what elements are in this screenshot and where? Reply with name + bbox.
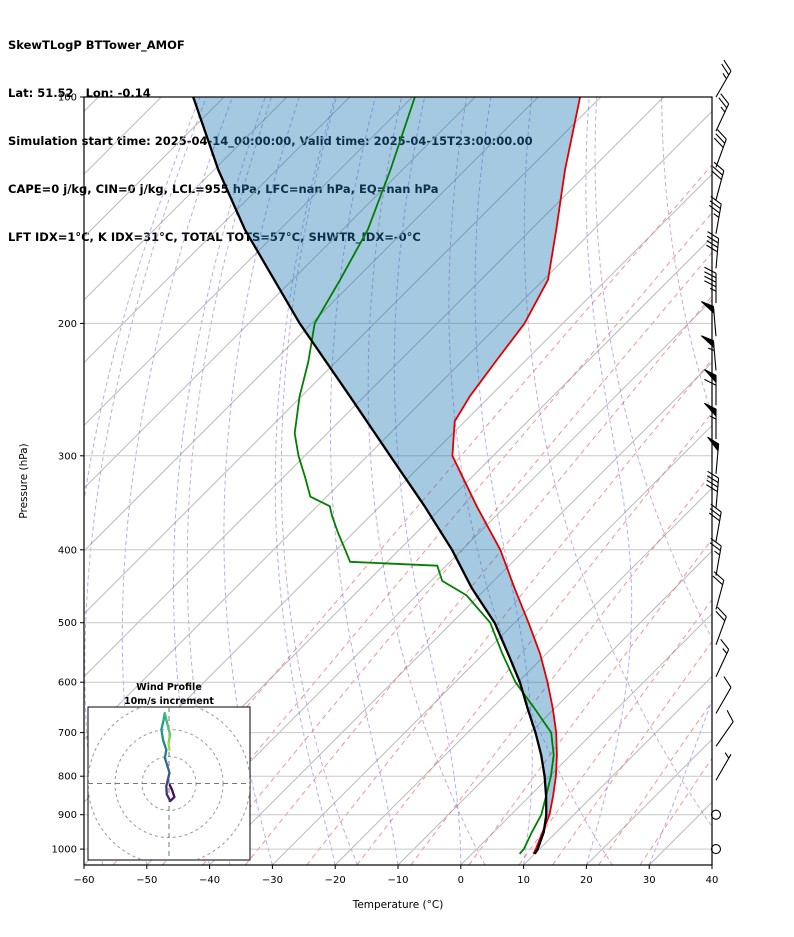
svg-text:200: 200 — [58, 319, 77, 330]
svg-text:40: 40 — [706, 875, 719, 886]
hodograph-title: Wind Profile — [136, 682, 202, 693]
temperature-axis-ticks: −60 −50 −40 −30 −20 −10 0 10 20 30 40 — [73, 865, 718, 886]
parcel-curve — [192, 97, 548, 855]
wind-barbs — [700, 59, 734, 855]
svg-text:900: 900 — [58, 810, 77, 821]
svg-text:30: 30 — [643, 875, 656, 886]
svg-text:−50: −50 — [136, 875, 157, 886]
svg-text:10: 10 — [517, 875, 530, 886]
cape-line: CAPE=0 j/kg, CIN=0 j/kg, LCL=955 hPa, LF… — [8, 182, 439, 196]
svg-text:−30: −30 — [262, 875, 283, 886]
temperature-curve — [451, 97, 581, 855]
chart-title: SkewTLogP BTTower_AMOF — [8, 38, 185, 52]
time-line: Simulation start time: 2025-04-14_00:00:… — [8, 134, 533, 148]
pressure-axis-label: Pressure (hPa) — [18, 443, 30, 518]
mixing-ratio-lines — [112, 164, 712, 865]
hodograph-inset: Wind Profile 10m/s increment — [87, 682, 251, 861]
hodograph-wind-trace — [160, 712, 176, 803]
moist-adiabat-lines — [84, 97, 712, 865]
temperature-axis-label: Temperature (°C) — [352, 899, 444, 911]
svg-text:500: 500 — [58, 618, 77, 629]
svg-text:600: 600 — [58, 678, 77, 689]
svg-text:0: 0 — [458, 875, 464, 886]
svg-text:1000: 1000 — [52, 845, 77, 856]
isotherm-lines — [84, 97, 712, 865]
svg-text:−20: −20 — [325, 875, 346, 886]
hodograph-rings — [88, 707, 250, 860]
dewpoint-curve — [293, 97, 555, 855]
svg-text:300: 300 — [58, 451, 77, 462]
pressure-axis-ticks: 100 200 300 400 500 600 700 800 900 1000 — [52, 93, 84, 856]
svg-text:−40: −40 — [199, 875, 220, 886]
svg-text:800: 800 — [58, 772, 77, 783]
svg-text:−60: −60 — [73, 875, 94, 886]
title-block: SkewTLogP BTTower_AMOF Lat: 51.52 Lon: -… — [8, 5, 533, 261]
parcel-environment-shaded-area — [193, 97, 581, 854]
hodograph-subtitle: 10m/s increment — [124, 696, 214, 707]
svg-text:100: 100 — [58, 93, 77, 104]
svg-text:20: 20 — [580, 875, 593, 886]
svg-text:400: 400 — [58, 545, 77, 556]
svg-text:700: 700 — [58, 728, 77, 739]
svg-text:−10: −10 — [387, 875, 408, 886]
